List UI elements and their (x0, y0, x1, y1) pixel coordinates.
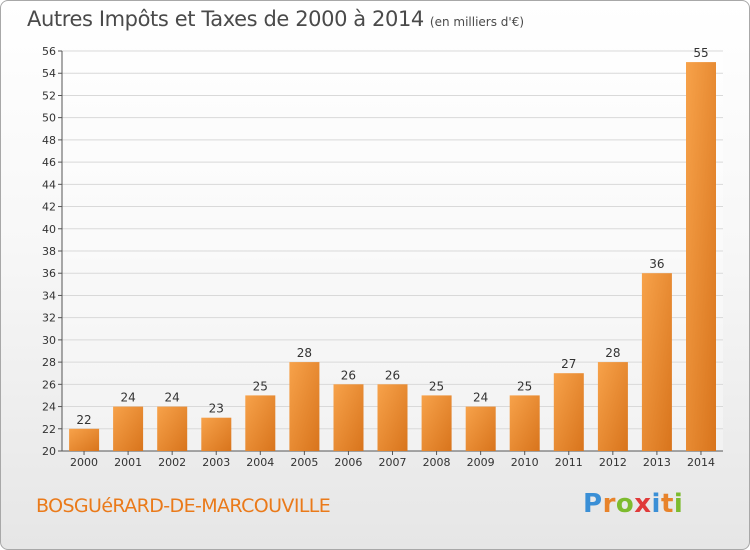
bar-value-label: 24 (473, 391, 488, 405)
logo-letter: o (615, 489, 635, 519)
y-tick-label: 38 (42, 245, 56, 258)
bar (377, 384, 408, 451)
x-tick-label: 2010 (511, 456, 539, 469)
x-tick-label: 2006 (334, 456, 362, 469)
x-tick-label: 2001 (114, 456, 142, 469)
bar-value-label: 28 (297, 346, 312, 360)
y-tick-label: 24 (42, 401, 56, 414)
x-tick-label: 2005 (290, 456, 318, 469)
chart-subtitle: (en milliers d'€) (429, 15, 525, 29)
y-tick-label: 26 (42, 378, 56, 391)
y-tick-label: 42 (42, 201, 56, 214)
bar-value-label: 36 (649, 257, 664, 271)
y-tick-label: 52 (42, 89, 56, 102)
y-tick-label: 54 (42, 67, 56, 80)
logo-letter: x (634, 489, 652, 519)
location-name: BOSGUéRARD-DE-MARCOUVILLE (36, 495, 331, 517)
y-tick-label: 40 (42, 223, 56, 236)
bar (641, 273, 672, 451)
y-tick-label: 32 (42, 312, 56, 325)
bar-value-label: 25 (253, 379, 268, 393)
x-tick-label: 2007 (379, 456, 407, 469)
proxiti-logo: Proxiti (583, 489, 683, 519)
x-tick-label: 2013 (643, 456, 671, 469)
x-tick-label: 2012 (599, 456, 627, 469)
y-tick-label: 22 (42, 423, 56, 436)
bar-value-label: 26 (341, 368, 356, 382)
y-tick-label: 36 (42, 267, 56, 280)
bar (157, 406, 188, 451)
bar (421, 395, 452, 451)
bar (597, 362, 628, 451)
bar-value-label: 25 (517, 379, 532, 393)
x-tick-label: 2004 (246, 456, 274, 469)
chart-title-text: Autres Impôts et Taxes de 2000 à 2014 (27, 7, 424, 31)
x-tick-label: 2009 (467, 456, 495, 469)
bar (201, 417, 232, 451)
bar (113, 406, 144, 451)
bar-value-label: 25 (429, 379, 444, 393)
y-tick-label: 56 (42, 45, 56, 58)
bar-value-label: 23 (209, 402, 224, 416)
logo-letter: t (660, 489, 674, 519)
bar (333, 384, 364, 451)
bar (289, 362, 320, 451)
bar (245, 395, 276, 451)
bar-value-label: 26 (385, 368, 400, 382)
bar-value-label: 55 (693, 46, 708, 60)
bar-value-label: 27 (561, 357, 576, 371)
logo-letter: i (651, 489, 661, 519)
y-tick-label: 44 (42, 178, 56, 191)
y-tick-label: 20 (42, 445, 56, 458)
bar (69, 428, 100, 451)
y-tick-label: 34 (42, 289, 56, 302)
x-tick-label: 2011 (555, 456, 583, 469)
y-tick-label: 28 (42, 356, 56, 369)
logo-letter: i (673, 489, 684, 519)
y-tick-label: 48 (42, 134, 56, 147)
chart-title: Autres Impôts et Taxes de 2000 à 2014 (en… (27, 7, 524, 31)
y-tick-label: 30 (42, 334, 56, 347)
x-tick-label: 2000 (70, 456, 98, 469)
logo-letter: P (583, 489, 603, 519)
bar-value-label: 24 (120, 391, 135, 405)
x-tick-label: 2003 (202, 456, 230, 469)
x-tick-label: 2002 (158, 456, 186, 469)
bar (509, 395, 540, 451)
y-tick-label: 50 (42, 112, 56, 125)
bar-value-label: 28 (605, 346, 620, 360)
x-tick-label: 2014 (687, 456, 715, 469)
bar-value-label: 22 (76, 413, 91, 427)
bar (686, 62, 716, 451)
bar (553, 373, 584, 451)
bar-value-label: 24 (165, 391, 180, 405)
logo-letter: r (602, 489, 616, 519)
x-tick-label: 2008 (423, 456, 451, 469)
bar (465, 406, 496, 451)
y-tick-label: 46 (42, 156, 56, 169)
